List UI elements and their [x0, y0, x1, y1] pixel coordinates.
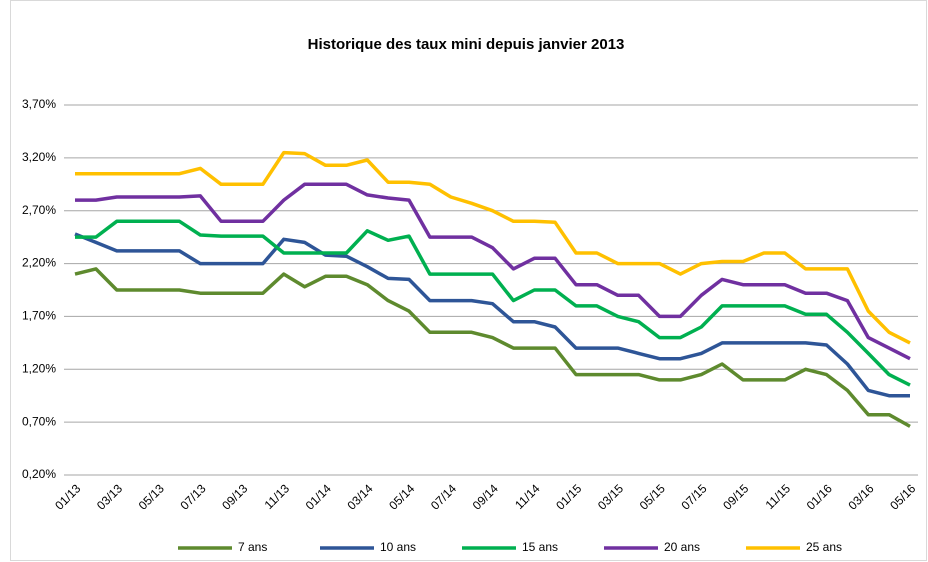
y-tick-label: 3,70% — [22, 97, 56, 111]
series-line — [74, 232, 910, 398]
y-tick-label: 0,20% — [22, 467, 56, 481]
legend-label: 25 ans — [806, 540, 842, 554]
y-tick-label: 2,20% — [22, 256, 56, 270]
y-tick-label: 1,20% — [22, 361, 56, 375]
chart-border — [10, 0, 927, 561]
y-tick-label: 2,70% — [22, 203, 56, 217]
series-line — [75, 150, 911, 345]
legend-label: 20 ans — [664, 540, 700, 554]
y-tick-label: 3,20% — [22, 150, 56, 164]
legend-label: 15 ans — [522, 540, 558, 554]
series-line — [75, 219, 911, 387]
series-line — [75, 182, 911, 361]
legend-label: 10 ans — [380, 540, 416, 554]
y-tick-label: 1,70% — [22, 309, 56, 323]
chart-title: Historique des taux mini depuis janvier … — [308, 36, 625, 53]
y-tick-label: 0,70% — [22, 414, 56, 428]
legend-label: 7 ans — [238, 540, 267, 554]
series-line — [74, 267, 911, 428]
